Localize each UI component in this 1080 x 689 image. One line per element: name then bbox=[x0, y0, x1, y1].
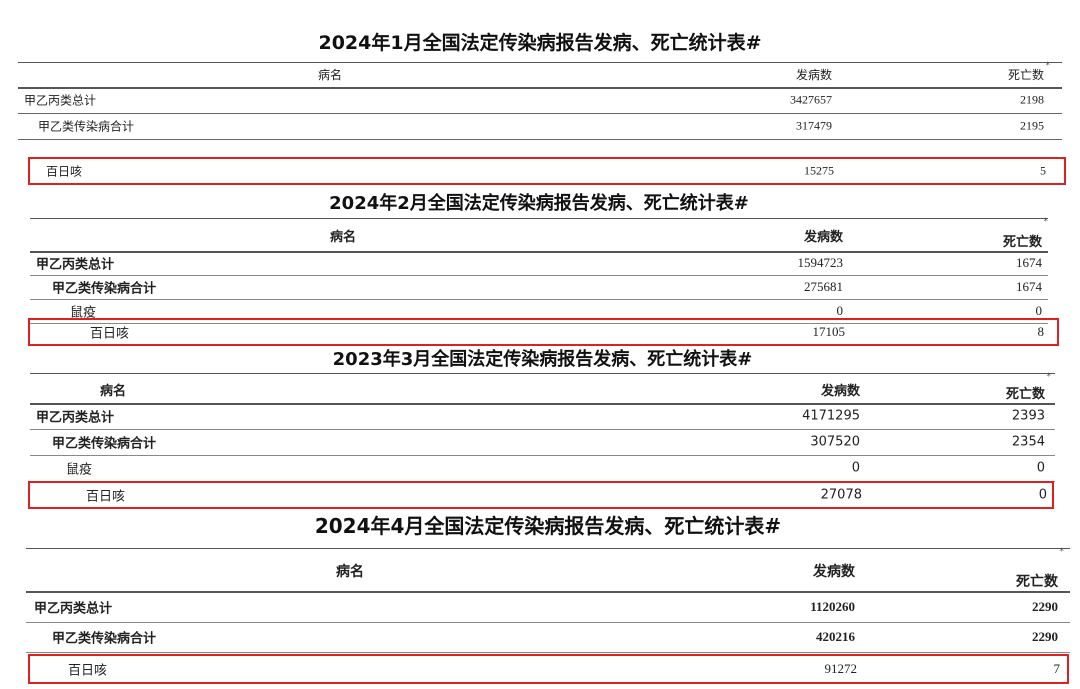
disease-name: 鼠疫 bbox=[70, 305, 97, 321]
highlight-content: 百日咳 91272 7 bbox=[28, 656, 1072, 682]
disease-name: 百日咳 bbox=[68, 663, 108, 679]
stat-table: 2024年4月全国法定传染病报告发病、死亡统计表# 病名 发病数 死亡数 * 甲乙丙类总计… bbox=[26, 0, 1070, 689]
case-count: 420216 bbox=[816, 629, 855, 644]
case-count: 307520 bbox=[810, 434, 860, 450]
header-deaths: 死亡数 bbox=[1005, 387, 1045, 402]
header-deaths: 死亡数 bbox=[1007, 68, 1044, 82]
case-count: 1120260 bbox=[810, 599, 855, 614]
disease-name: 甲乙类传染病合计 bbox=[52, 281, 157, 297]
case-count: 91272 bbox=[824, 661, 858, 676]
death-count: 2393 bbox=[1011, 408, 1045, 424]
death-count: 2290 bbox=[1032, 599, 1058, 614]
case-count: 17105 bbox=[812, 324, 846, 339]
table-row: 甲乙丙类总计 3427657 2198 bbox=[18, 87, 1062, 114]
disease-name: 甲乙类传染病合计 bbox=[38, 119, 135, 134]
death-count: 8 bbox=[1037, 324, 1045, 339]
table-row: 鼠疫 0 0 bbox=[30, 299, 1048, 324]
disease-name: 百日咳 bbox=[86, 489, 126, 505]
disease-name: 甲乙类传染病合计 bbox=[52, 436, 157, 452]
death-count: 2354 bbox=[1011, 434, 1045, 450]
death-count: 0 bbox=[1035, 303, 1043, 318]
table-row: 甲乙类传染病合计 307520 2354 bbox=[30, 429, 1055, 456]
case-count: 275681 bbox=[804, 279, 843, 294]
case-count: 4171295 bbox=[802, 408, 860, 424]
header-name: 病名 bbox=[100, 383, 127, 399]
disease-name: 甲乙丙类总计 bbox=[36, 257, 115, 273]
table-header: 病名 发病数 死亡数 * bbox=[18, 61, 1062, 89]
case-count: 27078 bbox=[820, 487, 862, 503]
header-deaths: 死亡数 bbox=[1016, 574, 1058, 590]
table-header: 病名 发病数 死亡数 * bbox=[30, 372, 1055, 405]
death-count: 2198 bbox=[1020, 92, 1044, 107]
table-row: 甲乙类传染病合计 317479 2195 bbox=[18, 113, 1062, 140]
death-count: 1674 bbox=[1016, 279, 1042, 294]
table-header: 病名 发病数死亡数 * bbox=[26, 547, 1070, 593]
stat-table: 2024年2月全国法定传染病报告发病、死亡统计表# 病名 发病数 死亡数 * 甲乙丙类总计… bbox=[28, 0, 1059, 689]
case-count: 317479 bbox=[796, 118, 832, 133]
death-count: 2195 bbox=[1020, 118, 1044, 133]
header-cases: 发病数 bbox=[813, 564, 855, 580]
highlighted-row-pertussis: 百日咳 17105 8 bbox=[28, 318, 1059, 346]
case-count: 3427657 bbox=[790, 92, 832, 107]
header-name: 病名 bbox=[330, 230, 357, 245]
highlighted-row-pertussis: 百日咳 91272 7 bbox=[28, 654, 1069, 684]
disease-name: 甲乙丙类总计 bbox=[34, 601, 113, 617]
table-title: 2024年4月全国法定传染病报告发病、死亡统计表# bbox=[314, 514, 782, 538]
highlight-content: 百日咳 27078 0 bbox=[32, 483, 1057, 507]
header-cases: 发病数 bbox=[795, 68, 832, 82]
highlight-content: 百日咳 15275 5 bbox=[20, 159, 1064, 183]
case-count: 1594723 bbox=[797, 255, 844, 270]
header-name: 病名 bbox=[318, 68, 343, 82]
footnote-mark: * bbox=[1059, 547, 1065, 557]
table-header: 病名 发病数 死亡数 * bbox=[30, 217, 1049, 253]
disease-name: 鼠疫 bbox=[66, 462, 93, 478]
death-count: 0 bbox=[1038, 487, 1047, 503]
death-count: 7 bbox=[1053, 661, 1061, 676]
highlighted-row-pertussis: 百日咳 27078 0 bbox=[28, 481, 1054, 509]
highlight-content: 百日咳 17105 8 bbox=[32, 320, 1050, 344]
disease-name: 甲乙类传染病合计 bbox=[52, 631, 157, 647]
table-title: 2024年1月全国法定传染病报告发病、死亡统计表# bbox=[318, 32, 762, 54]
footnote-mark: * bbox=[1043, 217, 1049, 227]
case-count: 0 bbox=[851, 460, 860, 476]
stat-table: 2024年1月全国法定传染病报告发病、死亡统计表# 病名 发病数 死亡数 * 甲乙丙类总计… bbox=[18, 0, 1066, 689]
header-cases: 发病数 bbox=[803, 230, 843, 245]
table-row: 甲乙类传染病合计 275681 1674 bbox=[30, 275, 1048, 300]
footnote-mark: * bbox=[1045, 61, 1051, 71]
highlighted-row-pertussis: 百日咳 15275 5 bbox=[28, 157, 1066, 185]
footnote-mark: * bbox=[1046, 372, 1052, 382]
death-count: 1674 bbox=[1016, 255, 1042, 270]
table-row: 甲乙丙类总计 1594723 1674 bbox=[30, 251, 1048, 276]
death-count: 2290 bbox=[1032, 629, 1058, 644]
disease-name: 甲乙丙类总计 bbox=[24, 93, 97, 108]
death-count: 0 bbox=[1036, 460, 1045, 476]
case-count: 15275 bbox=[804, 163, 834, 178]
disease-name: 甲乙丙类总计 bbox=[36, 410, 115, 426]
header-cases: 发病数 bbox=[820, 383, 860, 399]
disease-name: 百日咳 bbox=[90, 326, 130, 342]
table-row: 甲乙丙类总计 4171295 2393 bbox=[30, 403, 1055, 430]
header-name: 病名 bbox=[336, 564, 364, 580]
case-count: 0 bbox=[836, 303, 844, 318]
table-title: 2023年3月全国法定传染病报告发病、死亡统计表# bbox=[332, 349, 753, 370]
header-deaths: 死亡数 bbox=[1002, 235, 1042, 250]
table-title: 2024年2月全国法定传染病报告发病、死亡统计表# bbox=[329, 193, 749, 214]
table-row: 甲乙丙类总计 1120260 2290 bbox=[26, 592, 1070, 623]
disease-name: 百日咳 bbox=[46, 164, 83, 179]
table-row: 甲乙类传染病合计 420216 2290 bbox=[26, 622, 1070, 653]
death-count: 5 bbox=[1040, 163, 1046, 178]
stat-table: 2023年3月全国法定传染病报告发病、死亡统计表# 病名 发病数 死亡数 * 甲乙丙类总计… bbox=[28, 0, 1055, 689]
